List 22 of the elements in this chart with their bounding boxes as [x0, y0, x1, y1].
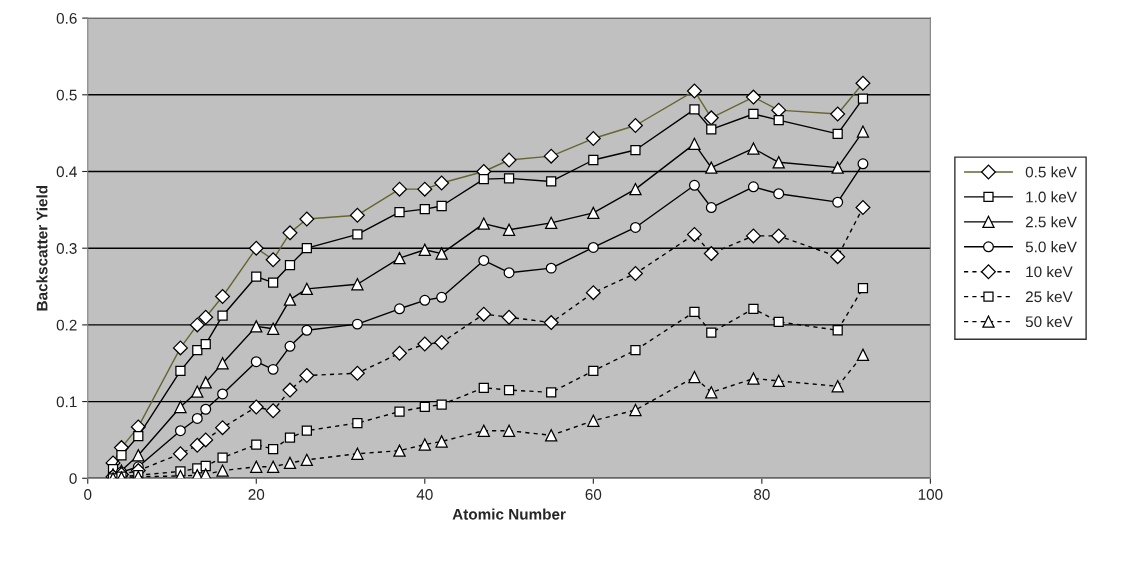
legend-label: 1.0 keV — [1026, 191, 1077, 203]
y-tick-label: 0.3 — [56, 243, 77, 254]
y-tick-label: 0.2 — [56, 319, 77, 331]
y-tick-label: 0.1 — [56, 396, 77, 408]
x-tick-label: 0 — [84, 489, 92, 500]
x-tick-label: 20 — [248, 489, 265, 500]
y-axis-title: Backscatter Yield — [36, 185, 48, 311]
legend-label: 0.5 keV — [1025, 166, 1077, 178]
legend-label: 10 keV — [1026, 266, 1073, 278]
y-tick-label: 0.6 — [56, 12, 77, 24]
legend-label: 5.0 keV — [1025, 241, 1077, 253]
x-axis-title: Atomic Number — [452, 508, 566, 520]
x-tick-label: 60 — [585, 489, 602, 500]
y-tick-label: 0 — [69, 473, 77, 484]
legend-label: 25 keV — [1025, 290, 1073, 303]
x-tick-label: 100 — [918, 489, 943, 500]
legend-label: 50 keV — [1025, 315, 1073, 328]
y-tick-label: 0.5 — [56, 89, 77, 101]
x-tick-label: 80 — [754, 489, 770, 500]
legend-label: 2.5 keV — [1025, 216, 1077, 228]
x-tick-label: 40 — [416, 489, 433, 500]
y-tick-label: 0.4 — [56, 166, 77, 178]
